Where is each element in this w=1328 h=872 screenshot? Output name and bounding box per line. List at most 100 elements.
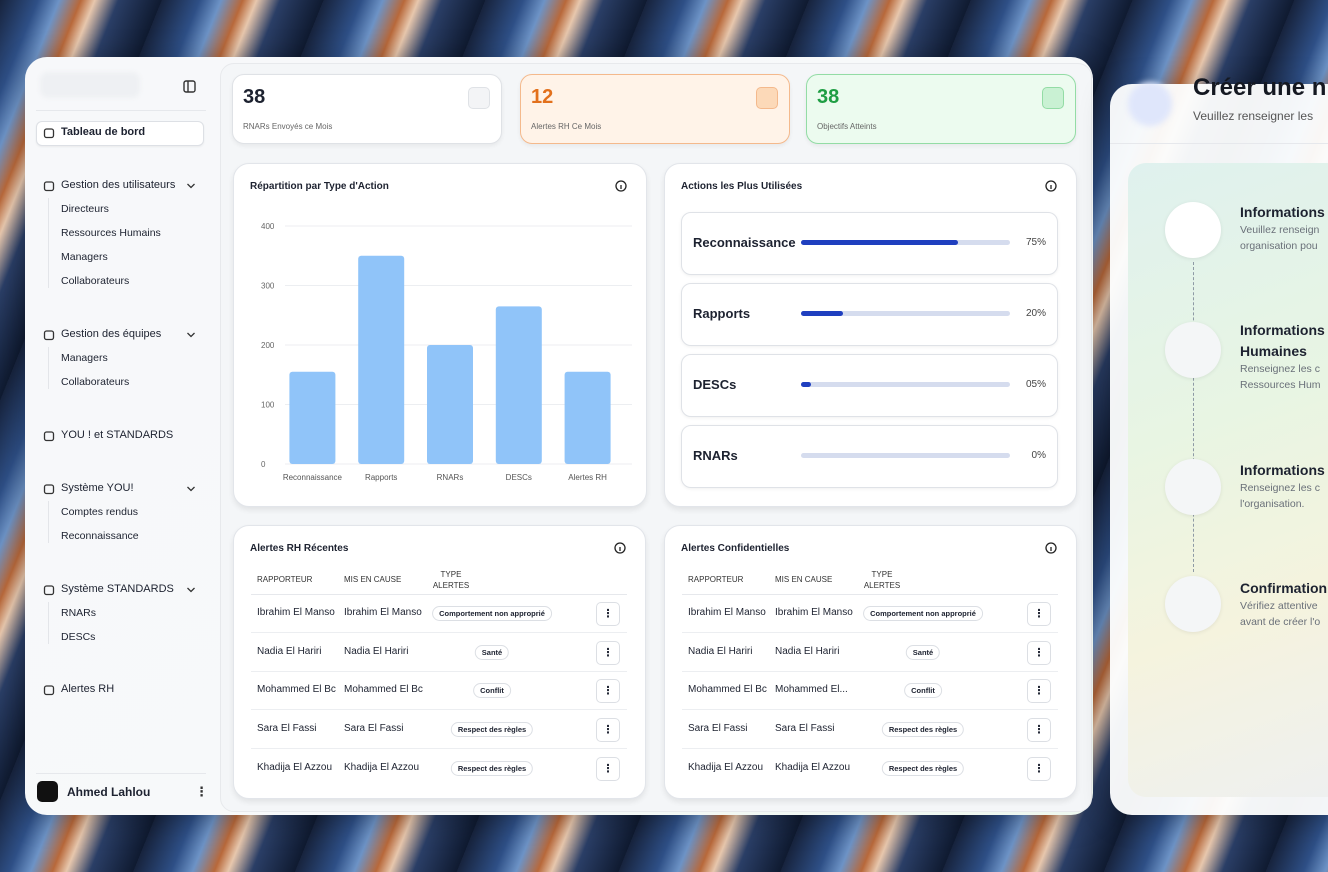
alert-badge: Santé: [905, 644, 941, 660]
step-icon: [1165, 202, 1221, 258]
nav-icon: [43, 484, 55, 495]
row-menu[interactable]: ⋮: [596, 679, 620, 704]
nav-item[interactable]: Système YOU!: [61, 482, 134, 494]
action-bar: [801, 311, 843, 316]
nav-guide: [48, 602, 49, 644]
row-line: [682, 748, 1058, 750]
row-menu[interactable]: ⋮: [596, 718, 620, 743]
step-description: Ressources Hum: [1240, 379, 1321, 391]
icon-shape: [614, 542, 626, 554]
action-value: 05%: [1025, 379, 1046, 390]
nav-item[interactable]: Gestion des utilisateurs: [61, 179, 176, 191]
row-menu[interactable]: ⋮: [596, 602, 620, 626]
info-icon: [614, 542, 626, 554]
nav-subitem[interactable]: DESCs: [61, 631, 96, 643]
step-description: Veuillez renseign: [1240, 224, 1320, 236]
card-title: Alertes Confidentielles: [681, 543, 790, 554]
nav-subitem[interactable]: Comptes rendus: [61, 506, 139, 518]
stat-icon: [756, 87, 778, 109]
bar: [289, 371, 336, 464]
row-menu[interactable]: ⋮: [1027, 679, 1051, 704]
step-icon: [1165, 459, 1221, 515]
cell: Khadija El Azzou: [688, 761, 764, 773]
row-menu[interactable]: ⋮: [596, 640, 620, 665]
nav-item[interactable]: YOU ! et STANDARDS: [61, 429, 174, 441]
nav-icon: [43, 128, 55, 139]
row-line: [251, 709, 627, 711]
cell: Mohammed El Bc: [344, 684, 423, 696]
alert-badge: Comportement non approprié: [432, 606, 552, 621]
user-menu[interactable]: ⋮: [195, 784, 208, 799]
nav-subitem[interactable]: RNARs: [61, 607, 97, 619]
step-title: Informations: [1240, 204, 1325, 220]
nav-active[interactable]: [36, 121, 204, 146]
cell: Khadija El Azzou: [257, 761, 333, 773]
nav-subitem[interactable]: Directeurs: [61, 203, 109, 215]
nav-subitem[interactable]: Collaborateurs: [61, 376, 130, 388]
cell: Ibrahim El Manso: [257, 607, 335, 618]
action-value: 75%: [1025, 237, 1046, 248]
column-header: TYPE ALERTES: [863, 570, 901, 590]
stat-label: Alertes RH Ce Mois: [531, 122, 602, 131]
nav-icon: [43, 685, 55, 696]
step-title: Informations: [1240, 462, 1325, 478]
row-line: [682, 709, 1058, 711]
nav-subitem[interactable]: Managers: [61, 251, 108, 263]
user-name[interactable]: Ahmed Lahlou: [67, 785, 151, 799]
alert-badge: Conflit: [904, 683, 942, 699]
nav-item[interactable]: Système STANDARDS: [61, 583, 174, 595]
column-header: TYPE ALERTES: [432, 570, 470, 590]
sidebar-toggle[interactable]: [183, 80, 196, 93]
row-menu[interactable]: ⋮: [1027, 640, 1051, 665]
row-line: [251, 670, 627, 672]
x-tick-label: RNARs: [437, 473, 464, 482]
y-tick-label: 0: [261, 460, 266, 469]
row-menu[interactable]: ⋮: [1027, 602, 1051, 626]
step-description: avant de créer l'o: [1240, 616, 1321, 628]
nav-item[interactable]: Gestion des équipes: [61, 328, 162, 340]
row-line: [251, 632, 627, 633]
cell: Nadia El Hariri: [344, 645, 409, 657]
header-line: [251, 594, 627, 595]
stat-card: [806, 74, 1076, 144]
icon-shape: [43, 484, 55, 495]
alert-badge: Conflit: [473, 683, 511, 699]
row-menu[interactable]: ⋮: [1027, 756, 1051, 781]
step-title: Confirmation: [1240, 580, 1328, 596]
icon-shape: [43, 128, 55, 139]
alert-badge: Respect des règles: [881, 760, 965, 776]
x-tick-label: Reconnaissance: [283, 473, 343, 482]
nav-item[interactable]: Tableau de bord: [61, 126, 146, 138]
cell: Khadija El Azzou: [775, 761, 851, 773]
stat-label: RNARs Envoyés ce Mois: [243, 122, 333, 131]
nav-subitem[interactable]: Ressources Humains: [61, 227, 161, 239]
step-description: Renseignez les c: [1240, 482, 1320, 494]
alert-badge: Respect des règles: [450, 760, 534, 776]
cell: Sara El Fassi: [344, 723, 404, 735]
action-bar: [801, 382, 812, 387]
nav-icon: [43, 431, 55, 442]
bar: [564, 371, 611, 464]
alert-badge: Comportement non approprié: [863, 606, 983, 621]
step-description: Renseignez les c: [1240, 363, 1320, 375]
action-label: DESCs: [693, 377, 737, 392]
nav-item[interactable]: Alertes RH: [61, 683, 115, 695]
info-icon: [1045, 180, 1057, 192]
chevron-shape: [187, 486, 195, 492]
row-menu[interactable]: ⋮: [596, 756, 620, 781]
nav-icon: [43, 330, 55, 341]
nav-subitem[interactable]: Managers: [61, 352, 108, 364]
row-menu[interactable]: ⋮: [1027, 718, 1051, 743]
step-connector: [1193, 262, 1194, 572]
chevron-shape: [187, 183, 195, 189]
stat-icon: [468, 87, 490, 109]
nav-subitem[interactable]: Collaborateurs: [61, 275, 130, 287]
row-line: [682, 670, 1058, 672]
steps-card: [1128, 163, 1328, 797]
x-tick-label: Alertes RH: [568, 473, 607, 482]
stat-card: [232, 74, 502, 144]
icon-shape: [615, 180, 627, 192]
nav-subitem[interactable]: Reconnaissance: [61, 530, 139, 542]
chevron: [187, 486, 195, 492]
